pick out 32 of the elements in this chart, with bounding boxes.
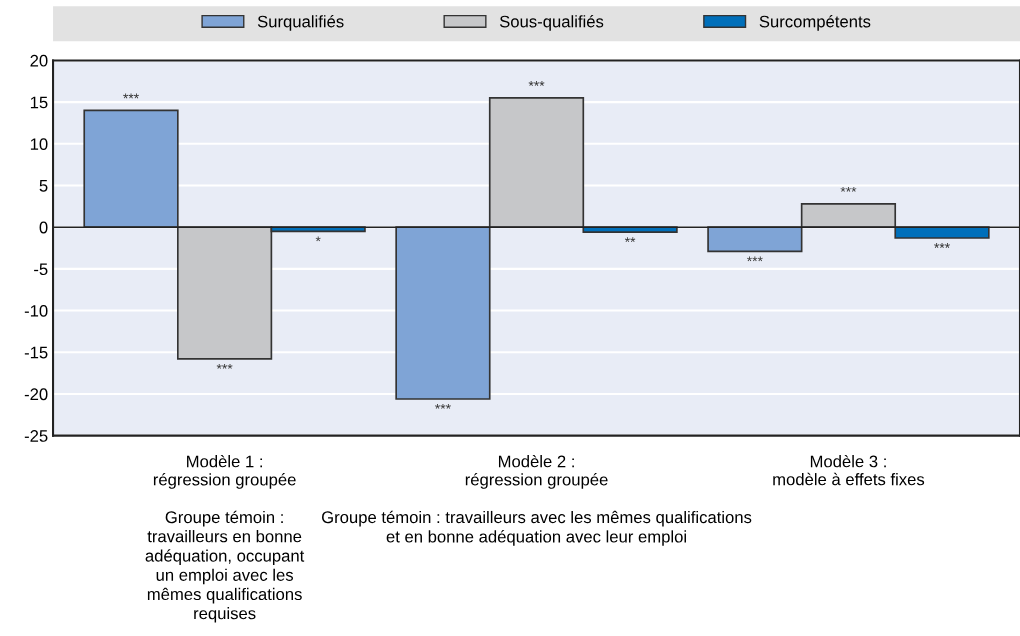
text: Groupe témoin : travailleurs avec les mêmes qualifications et en bonne adéquation avec leur emploi [322, 510, 752, 546]
bar [800, 203, 897, 229]
y-tick-label: 0 [39, 221, 48, 234]
data-label: *** [840, 186, 857, 192]
x-tick-label: Modèle 2 : régression groupée [465, 454, 608, 489]
y-tick-label: -25 [24, 430, 48, 442]
y-tick-label: -10 [24, 304, 48, 317]
text: Groupe témoin : travailleurs en bonne adéquation, occupant un emploi avec les mêmes qualifications requises [145, 510, 305, 623]
bar [83, 109, 179, 229]
data-label: *** [746, 256, 763, 262]
data-label: *** [528, 81, 545, 86]
bar [488, 97, 585, 229]
data-label: ** [624, 237, 636, 243]
data-label: *** [216, 363, 233, 369]
data-label: * [315, 236, 321, 242]
y-tick-label: 20 [30, 54, 48, 67]
legend-label: Sous-qualifiés [499, 15, 604, 31]
y-tick-label: -5 [34, 263, 48, 276]
legend-label: Surcompétents [759, 15, 871, 31]
bar [707, 226, 803, 253]
y-tick-label: -15 [24, 346, 48, 359]
bar [395, 226, 491, 400]
y-tick-label: 15 [30, 96, 48, 109]
y-tick-label: -20 [24, 388, 48, 401]
x-tick-label: Modèle 1 : régression groupée [153, 454, 296, 489]
x-tick-label: Modèle 3 : modèle à effets fixes [773, 454, 925, 486]
data-label: *** [123, 93, 139, 99]
y-tick-label: 5 [39, 180, 48, 192]
legend-label: Surqualifiés [257, 15, 344, 31]
data-label: *** [435, 403, 451, 409]
y-tick-label: 10 [30, 138, 48, 151]
data-label: *** [934, 243, 950, 248]
